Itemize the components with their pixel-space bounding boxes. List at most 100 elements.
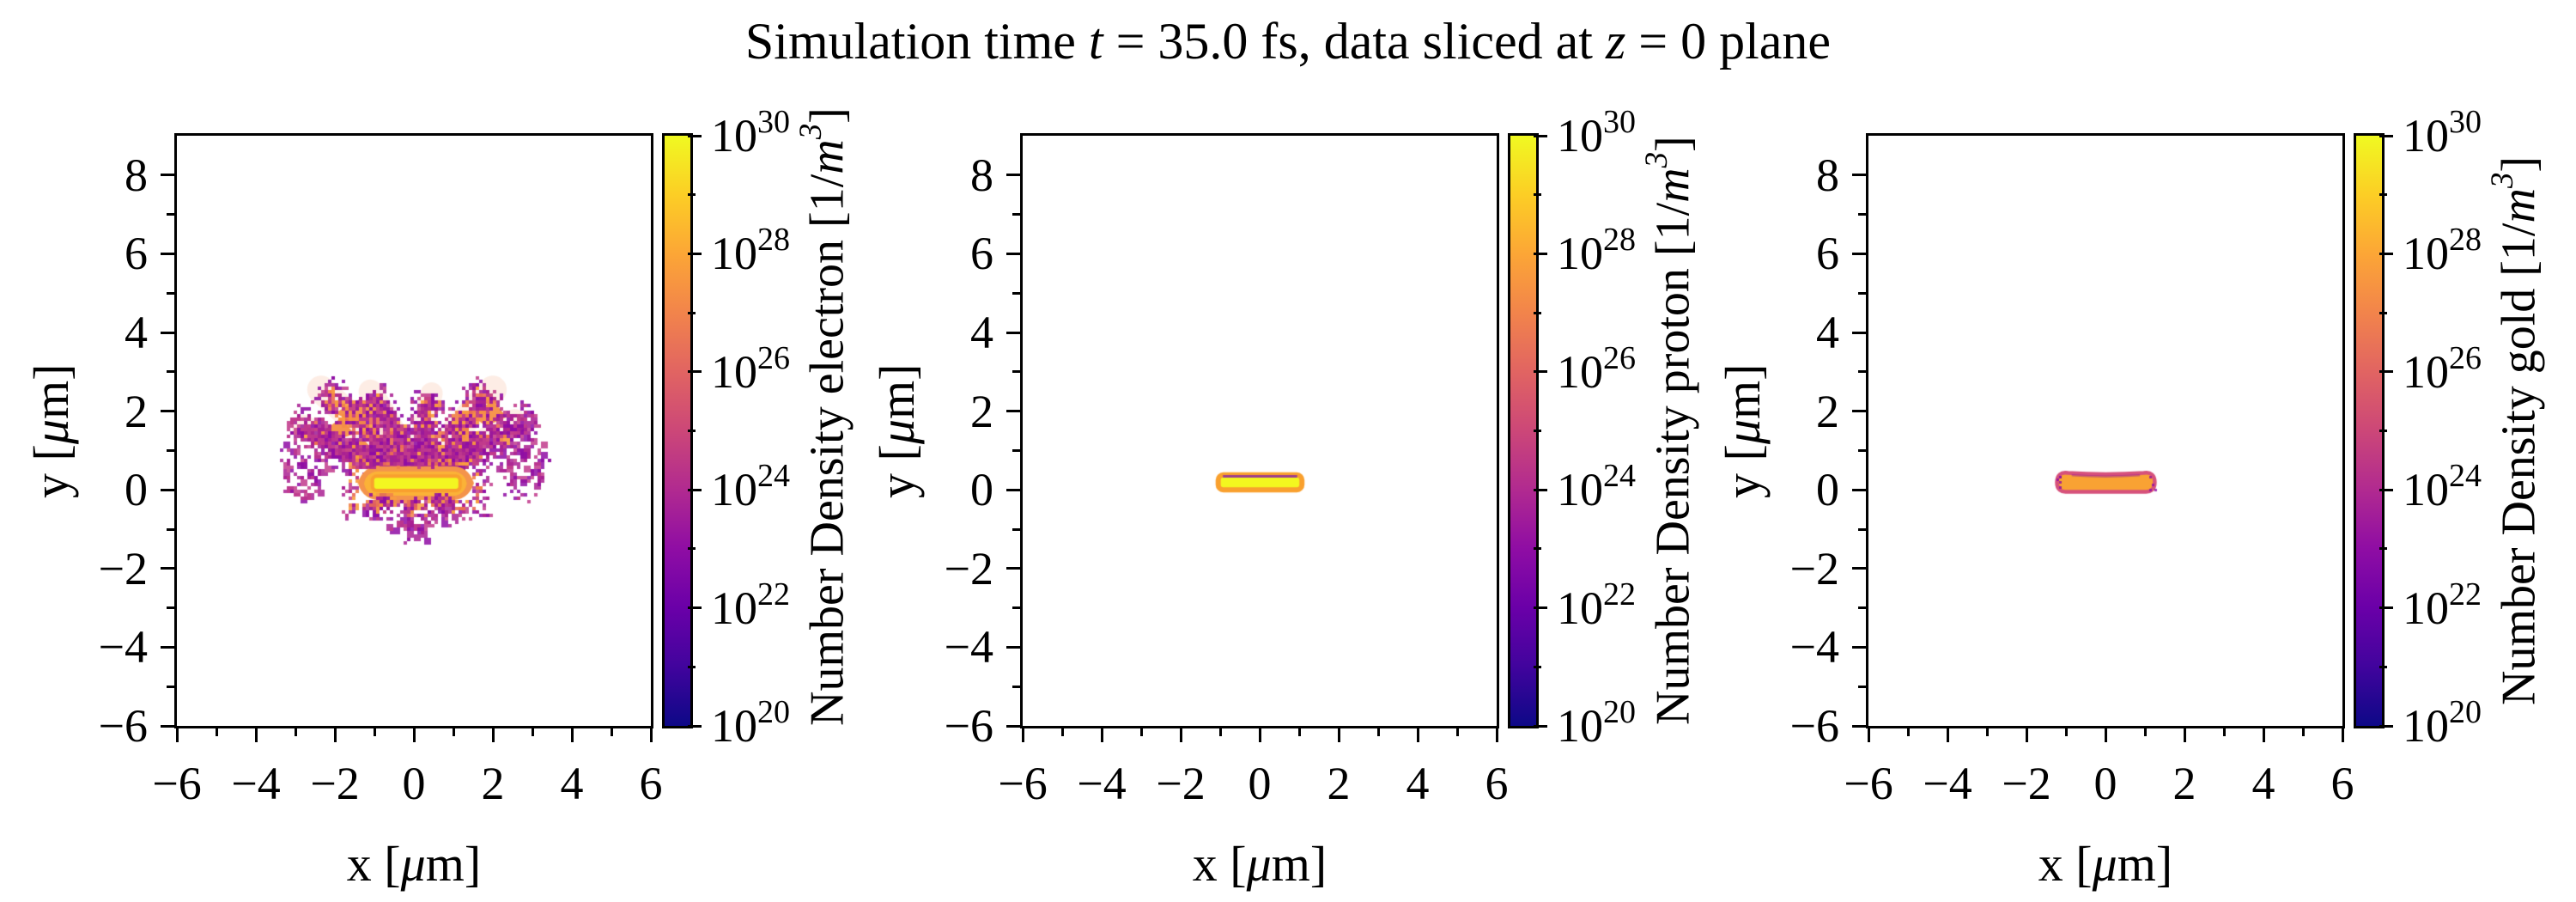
x-minor-tick xyxy=(1906,728,1910,736)
y-tick-label: 4 xyxy=(125,307,148,358)
y-minor-tick xyxy=(1858,370,1866,374)
colorbar-label-text: m xyxy=(2492,188,2546,223)
colorbar-tick-exponent: 30 xyxy=(1603,104,1636,140)
x-minor-tick xyxy=(1376,728,1380,736)
x-tick-label: 6 xyxy=(639,758,663,809)
y-major-tick xyxy=(1852,331,1866,334)
colorbar-tick-label: 1026 xyxy=(711,340,840,399)
x-major-tick xyxy=(1416,728,1419,742)
colorbar-minor-tick xyxy=(2379,430,2387,432)
y-minor-tick xyxy=(1012,291,1020,295)
y-tick-label: 4 xyxy=(1816,307,1839,358)
colorbar-tick-exponent: 20 xyxy=(1603,694,1636,730)
colorbar-tick-label: 1022 xyxy=(1557,576,1686,636)
x-tick-label: 4 xyxy=(2251,758,2275,809)
y-minor-tick xyxy=(167,370,174,374)
colorbar-tick-exponent: 24 xyxy=(757,458,790,495)
y-tick-label: 0 xyxy=(970,464,993,516)
y-major-tick xyxy=(1852,252,1866,255)
colorbar-tick-base: 10 xyxy=(711,700,757,752)
title-text: t xyxy=(1088,13,1103,70)
y-tick-label: −4 xyxy=(1789,621,1839,673)
y-major-tick xyxy=(161,645,174,649)
x-tick-label: 0 xyxy=(2093,758,2117,809)
colorbar-tick-base: 10 xyxy=(2403,110,2449,162)
x-minor-tick xyxy=(531,728,534,736)
y-tick-label: 8 xyxy=(970,149,993,201)
colorbar-major-tick xyxy=(1534,370,1547,374)
colorbar-label-text: Number Density gold [1/ xyxy=(2492,222,2546,706)
axes-frame-gold xyxy=(1866,133,2345,728)
x-minor-tick xyxy=(610,728,613,736)
x-major-tick xyxy=(2262,728,2265,742)
colorbar-major-tick xyxy=(1534,134,1547,137)
y-major-tick xyxy=(1852,645,1866,649)
colorbar-tick-label: 1024 xyxy=(711,458,840,517)
x-major-tick xyxy=(2341,728,2344,742)
y-tick-label: −6 xyxy=(98,700,148,752)
y-major-tick xyxy=(1852,567,1866,570)
x-tick-label: 0 xyxy=(402,758,426,809)
colorbar-tick-label: 1022 xyxy=(2403,576,2531,636)
x-minor-tick xyxy=(1139,728,1143,736)
colorbar-major-tick xyxy=(688,370,702,374)
colorbar-minor-tick xyxy=(2379,193,2387,197)
x-minor-tick xyxy=(294,728,297,736)
x-major-tick xyxy=(412,728,416,742)
axes-frame-proton xyxy=(1020,133,1499,728)
x-minor-tick xyxy=(1218,728,1222,736)
x-minor-tick xyxy=(2143,728,2147,736)
colorbar-minor-tick xyxy=(1534,430,1541,432)
colorbar-tick-base: 10 xyxy=(1557,464,1603,516)
x-axis-label-text: m] xyxy=(1271,836,1327,892)
colorbar-label-gold: Number Density gold [1/m3] xyxy=(2483,136,2546,726)
x-tick-label: 6 xyxy=(1485,758,1509,809)
colorbar-minor-tick xyxy=(2379,547,2387,551)
y-tick-label: 0 xyxy=(1816,464,1839,516)
x-axis-label-text: x [ xyxy=(346,836,401,892)
colorbar-tick-label: 1020 xyxy=(711,694,840,753)
y-major-tick xyxy=(1006,724,1020,728)
colorbar-tick-label: 1030 xyxy=(2403,104,2531,163)
y-minor-tick xyxy=(1012,213,1020,216)
y-minor-tick xyxy=(167,606,174,610)
colorbar-minor-tick xyxy=(688,193,696,197)
x-major-tick xyxy=(2104,728,2107,742)
colorbar-tick-label: 1020 xyxy=(1557,694,1686,753)
colorbar-tick-label: 1024 xyxy=(2403,458,2531,517)
plot-canvas-gold xyxy=(1868,136,2342,726)
y-major-tick xyxy=(1852,488,1866,491)
x-tick-label: −6 xyxy=(152,758,202,809)
colorbar-major-tick xyxy=(2379,370,2393,374)
x-major-tick xyxy=(175,728,179,742)
colorbar-major-tick xyxy=(688,134,702,137)
x-tick-label: 2 xyxy=(2172,758,2196,809)
y-tick-label: −2 xyxy=(944,542,993,594)
y-tick-label: 0 xyxy=(125,464,148,516)
y-major-tick xyxy=(1006,174,1020,177)
x-major-tick xyxy=(649,728,653,742)
x-major-tick xyxy=(1495,728,1498,742)
x-tick-label: 2 xyxy=(481,758,505,809)
y-axis-label-text: μ xyxy=(1715,418,1771,444)
colorbar-minor-tick xyxy=(688,547,696,551)
colorbar-tick-exponent: 20 xyxy=(757,694,790,730)
colorbar-major-tick xyxy=(2379,134,2393,137)
colorbar-tick-exponent: 22 xyxy=(2449,576,2482,613)
colorbar-tick-base: 10 xyxy=(2403,345,2449,398)
y-axis-label-gold: y [μm] xyxy=(1714,136,1771,726)
colorbar-tick-base: 10 xyxy=(711,228,757,280)
x-major-tick xyxy=(1337,728,1340,742)
x-major-tick xyxy=(1946,728,1949,742)
y-major-tick xyxy=(161,174,174,177)
colorbar-tick-exponent: 20 xyxy=(2449,694,2482,730)
y-tick-label: 4 xyxy=(970,307,993,358)
colorbar-tick-label: 1030 xyxy=(1557,104,1686,163)
colorbar-tick-label: 1028 xyxy=(2403,222,2531,281)
colorbar-major-tick xyxy=(2379,724,2393,728)
y-minor-tick xyxy=(167,527,174,531)
colorbar-tick-label: 1022 xyxy=(711,576,840,636)
colorbar-tick-exponent: 24 xyxy=(1603,458,1636,495)
plot-canvas-proton xyxy=(1023,136,1497,726)
y-major-tick xyxy=(161,567,174,570)
